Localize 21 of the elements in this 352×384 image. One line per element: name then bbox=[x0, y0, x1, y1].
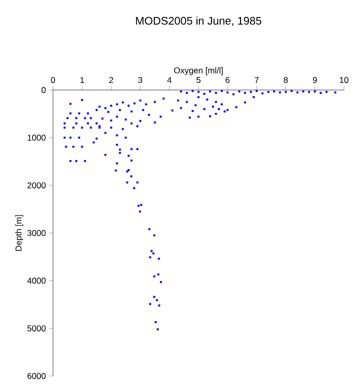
x-tick-label: 9 bbox=[313, 76, 318, 83]
y-tick-label: 1000 bbox=[28, 134, 46, 141]
x-tick-label: 8 bbox=[284, 76, 288, 83]
y-tick-label: 0 bbox=[42, 87, 46, 94]
x-tick-label: 2 bbox=[109, 77, 114, 83]
y-tick-label: 6000 bbox=[28, 372, 46, 379]
x-tick-label: 10 bbox=[340, 76, 349, 83]
x-tick-label: 7 bbox=[254, 77, 259, 83]
y-tick-label: 5000 bbox=[28, 325, 46, 332]
y-tick-label: 2000 bbox=[28, 182, 46, 188]
y-tick-label: 3000 bbox=[28, 230, 46, 236]
x-tick-label: 1 bbox=[80, 77, 84, 83]
y-axis-title: Depth [m] bbox=[15, 215, 24, 251]
y-tick-label: 4000 bbox=[27, 278, 46, 284]
x-tick-label: 4 bbox=[167, 77, 172, 83]
x-axis-title: Oxygen [ml/l] bbox=[174, 67, 223, 76]
chart-title: MODS2005 in June, 1985 bbox=[136, 16, 262, 26]
x-tick-label: 0 bbox=[51, 76, 56, 83]
x-tick-label: 6 bbox=[226, 76, 230, 83]
x-tick-label: 3 bbox=[138, 76, 143, 83]
x-tick-label: 5 bbox=[196, 77, 201, 83]
